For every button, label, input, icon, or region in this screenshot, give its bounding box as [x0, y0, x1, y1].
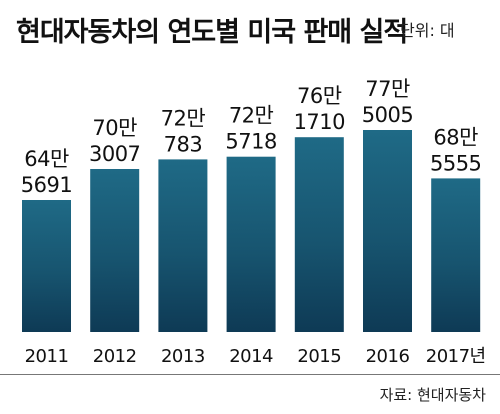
data-label-2013-line2: 783: [164, 132, 203, 156]
chart-title: 현대자동차의 연도별 미국 판매 실적: [16, 17, 408, 48]
data-label-2011-line1: 64만: [24, 147, 69, 171]
bar-2017년: [431, 178, 481, 332]
category-label-2013: 2013: [161, 346, 205, 367]
data-label-2015-line1: 76만: [297, 84, 342, 108]
category-label-2011: 2011: [25, 346, 69, 367]
bar-2015: [294, 137, 344, 332]
bar-2012: [90, 169, 140, 332]
bar-2016: [363, 130, 412, 332]
data-label-2012-line1: 70만: [92, 116, 137, 140]
data-label-2012-line2: 3007: [89, 142, 140, 166]
bar-2014: [226, 156, 276, 332]
category-label-2014: 2014: [229, 346, 273, 367]
unit-label: 단위: 대: [400, 21, 455, 40]
data-label-2015-line2: 1710: [294, 110, 345, 134]
bar-2013: [158, 159, 208, 332]
data-label-2017년-line2: 5555: [430, 151, 481, 175]
category-label-2017년: 2017년: [426, 346, 486, 367]
data-label-2013-line1: 72만: [161, 106, 206, 130]
source-note: 자료: 현대자동차: [379, 386, 486, 404]
data-label-2016-line2: 5005: [362, 103, 413, 127]
data-label-2016-line1: 77만: [365, 77, 410, 101]
footer-divider: [0, 374, 500, 375]
data-label-2014-line1: 72만: [229, 104, 274, 128]
category-label-2016: 2016: [366, 346, 410, 367]
bar-2011: [22, 200, 71, 332]
data-label-2014-line2: 5718: [225, 130, 276, 154]
data-label-2011-line2: 5691: [21, 173, 72, 197]
category-label-2012: 2012: [93, 346, 137, 367]
data-label-2017년-line1: 68만: [433, 125, 478, 149]
category-label-2015: 2015: [297, 346, 341, 367]
